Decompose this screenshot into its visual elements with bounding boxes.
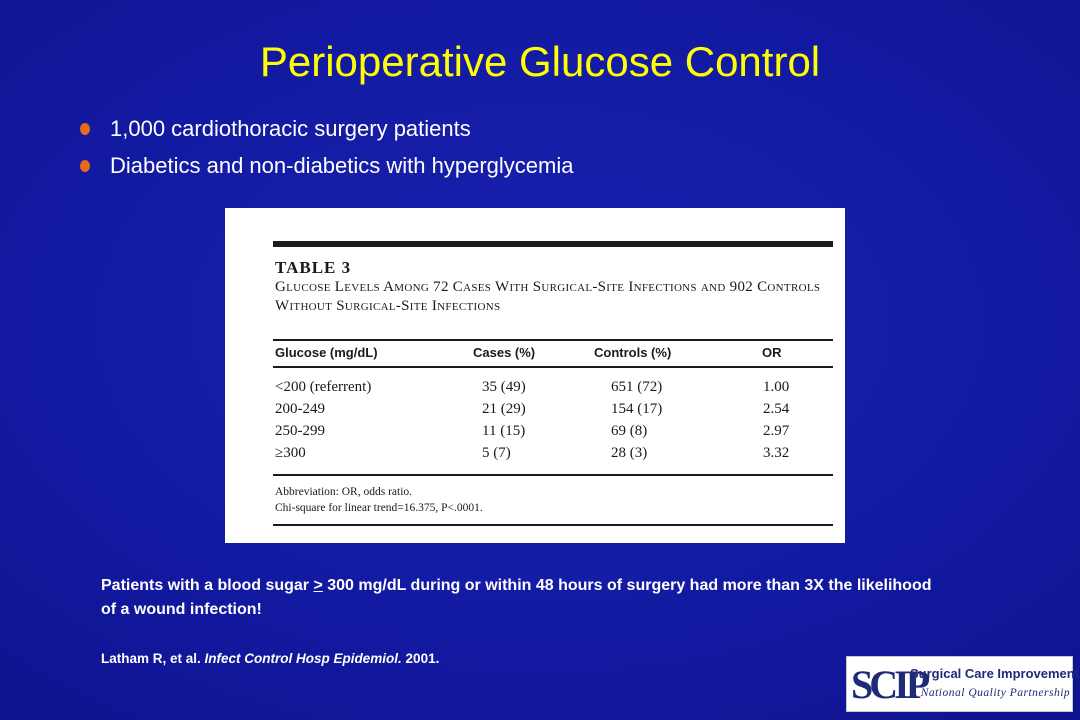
table-header-glucose: Glucose (mg/dL) bbox=[275, 345, 378, 360]
table-top-rule bbox=[273, 241, 833, 247]
key-finding-text: Patients with a blood sugar bbox=[101, 577, 314, 594]
citation-journal: Infect Control Hosp Epidemiol. bbox=[204, 651, 402, 666]
bullet-item: Diabetics and non-diabetics with hypergl… bbox=[80, 147, 573, 184]
table-cell-glucose: <200 (referrent) bbox=[275, 379, 372, 395]
scip-logo-subtitle: A National Quality Partnership bbox=[910, 687, 1071, 699]
table-cell-controls: 154 (17) bbox=[611, 401, 663, 417]
table-cell-cases: 21 (29) bbox=[482, 401, 526, 417]
table-header-rule bbox=[273, 339, 833, 341]
bullet-text: 1,000 cardiothoracic surgery patients bbox=[110, 116, 471, 141]
table-caption: Glucose Levels Among 72 Cases With Surgi… bbox=[275, 279, 821, 314]
table-cell-glucose: 200-249 bbox=[275, 401, 325, 417]
bullet-text: Diabetics and non-diabetics with hypergl… bbox=[110, 153, 574, 178]
table-footnote: Abbreviation: OR, odds ratio. bbox=[275, 486, 413, 498]
key-finding-symbol: > bbox=[313, 577, 323, 594]
key-finding: Patients with a blood sugar > 300 mg/dL … bbox=[101, 574, 941, 622]
table-header-or: OR bbox=[762, 345, 782, 360]
table-header-controls: Controls (%) bbox=[594, 345, 672, 360]
citation: Latham R, et al. Infect Control Hosp Epi… bbox=[101, 651, 439, 666]
scip-logo-title: Surgical Care Improvement Project bbox=[910, 666, 1080, 681]
table-cell-cases: 35 (49) bbox=[482, 379, 526, 395]
key-finding-text: 300 mg/dL during or within 48 hours of s… bbox=[101, 577, 932, 618]
bullet-item: 1,000 cardiothoracic surgery patients bbox=[80, 110, 573, 147]
table-cell-or: 2.97 bbox=[763, 423, 790, 439]
bullet-dot-icon bbox=[80, 123, 90, 135]
table-subheader-rule bbox=[273, 366, 833, 368]
slide-title: Perioperative Glucose Control bbox=[259, 38, 821, 85]
table-cell-or: 3.32 bbox=[763, 445, 790, 461]
bullet-list: 1,000 cardiothoracic surgery patients Di… bbox=[80, 110, 573, 184]
table-cell-controls: 69 (8) bbox=[611, 423, 648, 439]
scip-logo: SCIP Surgical Care Improvement Project A… bbox=[846, 656, 1080, 712]
table-cell-cases: 5 (7) bbox=[482, 445, 511, 461]
citation-year: 2001. bbox=[401, 651, 440, 666]
table-cell-controls: 651 (72) bbox=[611, 379, 663, 395]
table-footnote: Chi-square for linear trend=16.375, P<.0… bbox=[275, 502, 483, 514]
table-cell-controls: 28 (3) bbox=[611, 445, 648, 461]
bullet-dot-icon bbox=[80, 160, 90, 172]
table-bottom-rule bbox=[273, 524, 833, 526]
study-table-image: TABLE 3 Glucose Levels Among 72 Cases Wi… bbox=[225, 208, 845, 543]
table-cell-cases: 11 (15) bbox=[482, 423, 526, 439]
table-cell-glucose: ≥300 bbox=[275, 445, 306, 461]
table-cell-or: 2.54 bbox=[763, 401, 790, 417]
table-cell-glucose: 250-299 bbox=[275, 423, 325, 439]
scip-logo-mark: SCIP bbox=[851, 662, 930, 707]
citation-authors: Latham R, et al. bbox=[101, 651, 205, 666]
table-label: TABLE 3 bbox=[275, 258, 352, 277]
table-header-cases: Cases (%) bbox=[473, 345, 536, 360]
table-body-rule bbox=[273, 474, 833, 476]
table-cell-or: 1.00 bbox=[763, 379, 790, 395]
